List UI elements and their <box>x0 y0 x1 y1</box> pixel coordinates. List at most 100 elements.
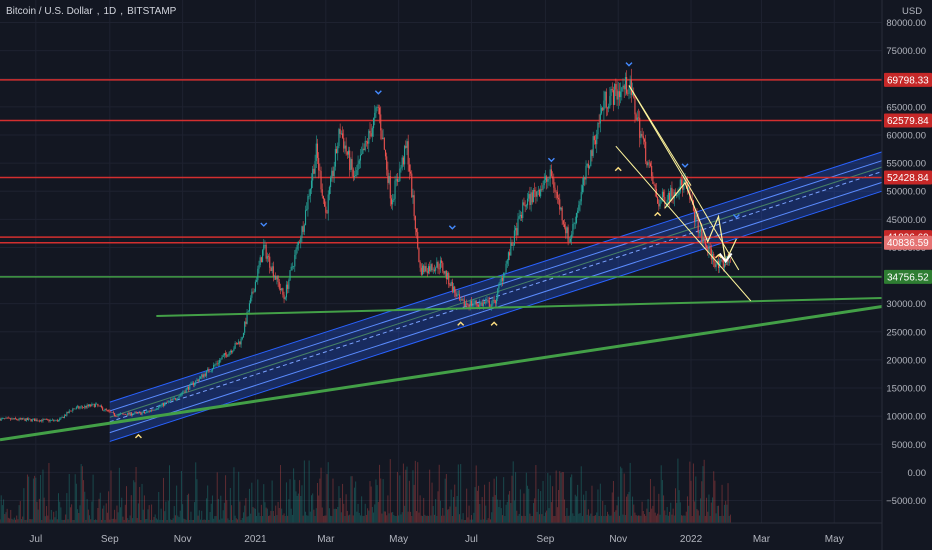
volume-bar <box>197 515 199 523</box>
volume-bar <box>99 492 101 523</box>
candle-body <box>511 242 513 246</box>
candle-body <box>141 412 143 415</box>
candle-body <box>510 242 512 256</box>
volume-bar <box>709 515 711 523</box>
volume-bar <box>523 493 525 523</box>
volume-bar <box>595 515 597 523</box>
price-axis[interactable]: USD 80000.0075000.0070000.0065000.006000… <box>881 0 926 550</box>
candle-body <box>290 266 292 271</box>
candle-body <box>424 266 426 272</box>
volume-bar <box>549 475 551 523</box>
volume-bar <box>351 476 353 523</box>
candle-body <box>31 419 33 422</box>
candle-body <box>247 311 249 313</box>
candle-body <box>525 205 527 207</box>
volume-bar <box>201 510 203 523</box>
candle-body <box>24 418 26 421</box>
volume-bar <box>167 500 169 523</box>
volume-bar <box>673 515 675 523</box>
volume-bar <box>669 511 671 523</box>
volume-bar <box>470 515 472 523</box>
volume-bar <box>636 515 638 523</box>
volume-bar <box>616 505 618 523</box>
candle-body <box>653 183 655 185</box>
volume-bar <box>467 517 469 523</box>
candle-body <box>479 302 481 307</box>
volume-bar <box>420 515 422 523</box>
volume-bar <box>692 463 694 523</box>
candle-body <box>652 176 654 184</box>
candle-body <box>603 100 605 111</box>
volume-bar <box>584 500 586 523</box>
candle-body <box>244 321 246 333</box>
candle-body <box>162 403 165 406</box>
volume-bar <box>182 504 184 523</box>
candle-body <box>43 419 45 420</box>
candle-body <box>296 244 298 250</box>
volume-bar <box>640 515 642 523</box>
candle-body <box>680 179 683 185</box>
candle-body <box>473 303 475 305</box>
candle-body <box>86 404 88 408</box>
candle-body <box>642 136 644 140</box>
volume-bar <box>149 519 151 523</box>
volume-bar <box>728 515 730 523</box>
symbol-name: Bitcoin / U.S. Dollar <box>6 6 93 17</box>
candle-body <box>562 220 564 225</box>
candle-body <box>441 260 443 263</box>
pivot-high-marker <box>448 225 456 230</box>
candle-body <box>359 154 361 161</box>
candle-body <box>405 145 407 148</box>
volume-bar <box>398 515 400 523</box>
candle-body <box>709 246 711 249</box>
volume-bar <box>7 517 9 523</box>
volume-bar <box>448 509 450 523</box>
volume-bar <box>287 515 289 523</box>
candle-body <box>443 271 445 274</box>
candle-body <box>266 256 268 259</box>
candle-body <box>198 378 200 382</box>
candle-body <box>167 401 169 403</box>
candle-body <box>303 225 305 232</box>
candle-body <box>720 259 722 262</box>
volume-bar <box>623 473 625 523</box>
volume-bar <box>490 519 492 523</box>
candle-body <box>306 209 308 211</box>
candle-body <box>172 398 174 400</box>
candle-body <box>105 408 107 410</box>
volume-bar <box>331 515 333 523</box>
candle-body <box>93 403 95 407</box>
candle-body <box>68 410 70 414</box>
candle-body <box>515 228 517 231</box>
volume-bar <box>333 508 335 523</box>
volume-bar <box>163 477 165 523</box>
candle-body <box>445 270 447 279</box>
candle-body <box>400 167 402 169</box>
candle-body <box>590 150 592 167</box>
candle-body <box>480 302 482 304</box>
volume-bar <box>66 493 68 523</box>
candle-body <box>426 271 428 274</box>
volume-bar <box>151 504 153 523</box>
volume-bar <box>211 495 213 523</box>
volume-bar <box>376 485 378 523</box>
volume-bar <box>628 491 630 523</box>
volume-bar <box>195 462 197 523</box>
candle-body <box>506 260 508 264</box>
candle-body <box>488 300 490 307</box>
volume-bar <box>343 503 345 523</box>
candle-body <box>433 269 435 271</box>
candle-body <box>267 256 270 257</box>
volume-bar <box>375 479 377 523</box>
candle-body <box>353 175 356 178</box>
volume-bar <box>577 484 579 523</box>
candle-body <box>336 149 338 154</box>
candle-body <box>706 245 708 248</box>
volume-bar <box>497 499 499 523</box>
time-axis[interactable]: Jul Sep Nov 2021 Mar May Jul Sep Nov 2022 Mar May <box>0 522 882 545</box>
volume-bar <box>121 497 123 523</box>
volume-bar <box>726 504 728 523</box>
candle-body <box>458 294 461 300</box>
candle-body <box>671 187 673 196</box>
